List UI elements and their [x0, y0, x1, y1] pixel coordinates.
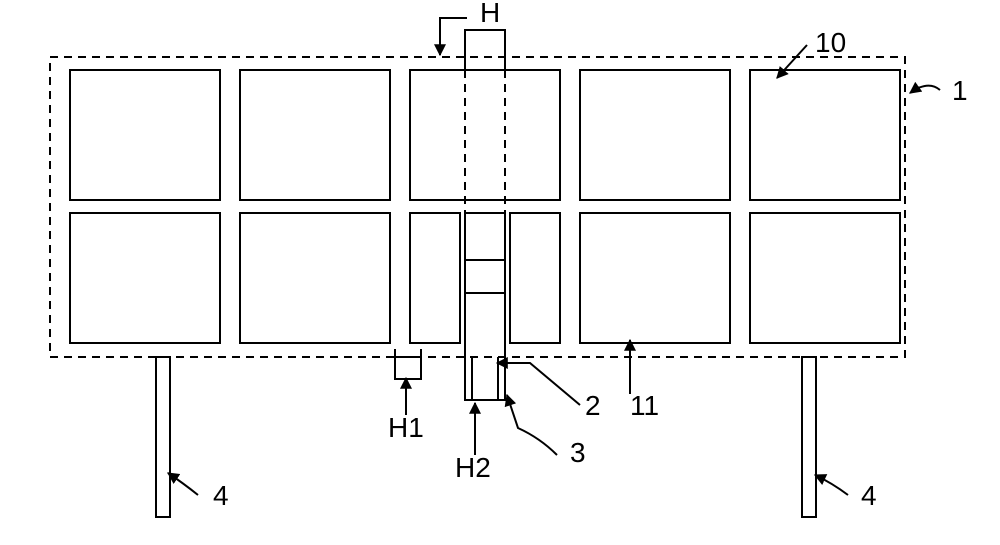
- leader-4b_line: [815, 475, 848, 495]
- leader-3_line: [507, 395, 557, 455]
- leader-H_line: [440, 18, 467, 55]
- panel-split-1: [510, 213, 560, 343]
- panel-10-top-0: [70, 70, 220, 200]
- label-4a: 4: [213, 480, 229, 511]
- panel-10-top-1: [240, 70, 390, 200]
- label-2: 2: [585, 390, 601, 421]
- post-4-0: [156, 357, 170, 517]
- dashed-border-1: [50, 57, 905, 357]
- post-4-1: [802, 357, 816, 517]
- panel-bottom-1: [240, 213, 390, 343]
- label-H: H: [480, 0, 500, 28]
- label-4b: 4: [861, 480, 877, 511]
- leader-4a_line: [168, 473, 198, 495]
- panel-10-top-3: [580, 70, 730, 200]
- panel-10-top-4: [750, 70, 900, 200]
- panel-11: [580, 213, 730, 343]
- panel-bottom-0: [70, 213, 220, 343]
- panel-10-top-2: [410, 70, 560, 200]
- label-11: 11: [630, 390, 659, 421]
- leader-1_line: [910, 86, 940, 93]
- panel-bottom-2: [750, 213, 900, 343]
- rect-H: [465, 30, 505, 70]
- rect-H1: [395, 357, 421, 379]
- label-1: 1: [952, 75, 968, 106]
- panel-split-0: [410, 213, 460, 343]
- label-H2: H2: [455, 452, 491, 483]
- label-10: 10: [815, 27, 846, 58]
- leader-2_line: [497, 363, 580, 405]
- label-3: 3: [570, 437, 586, 468]
- label-H1: H1: [388, 412, 424, 443]
- leader-10_line: [777, 45, 807, 78]
